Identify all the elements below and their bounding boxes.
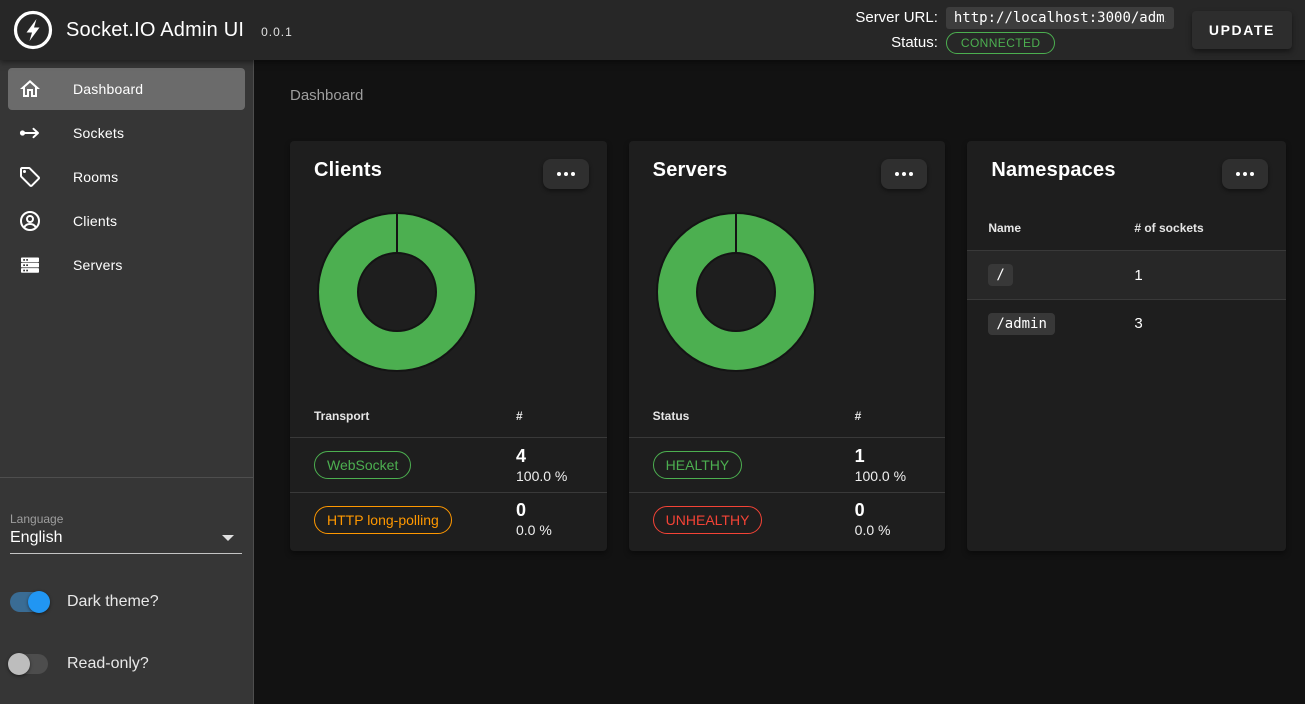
servers-card: Servers [628,141,946,551]
column-header: # [516,408,523,423]
table-row: HEALTHY 1 100.0 % [629,438,946,492]
clients-transport-table: Transport # WebSocket 4 100.0 % HTTP lon… [290,394,607,551]
update-button[interactable]: UPDATE [1191,11,1292,49]
column-header: Status [652,408,690,423]
status-label: Status: [891,34,938,51]
app-body: Dashboard Sockets [0,60,1305,704]
socket-arrow-icon [18,121,42,145]
read-only-label: Read-only? [67,655,149,672]
percent-value: 0.0 % [854,522,891,538]
namespaces-table: Name # of sockets / 1 /admin 3 [967,206,1286,347]
app-title: Socket.IO Admin UI [66,18,245,41]
sockets-count: 3 [1134,315,1143,332]
servers-status-table: Status # HEALTHY 1 100.0 % UNHEALTHY [628,394,946,551]
clients-card-menu-button[interactable] [542,159,589,189]
connection-info: Server URL: Status: CONNECTED [855,6,1174,54]
namespace-chip: / [988,264,1013,286]
count-value: 1 [854,445,865,466]
dark-theme-row: Dark theme? [10,581,242,623]
sidebar: Dashboard Sockets [0,60,254,704]
language-label: Language [10,512,64,526]
sidebar-item-sockets[interactable]: Sockets [8,112,245,154]
percent-value: 0.0 % [516,522,552,538]
namespaces-card-menu-button[interactable] [1222,159,1268,189]
server-url-input[interactable] [945,6,1174,29]
dark-theme-toggle[interactable] [10,591,50,613]
sidebar-item-label: Sockets [73,125,125,141]
sidebar-item-rooms[interactable]: Rooms [8,156,245,198]
sidebar-item-label: Servers [73,257,123,273]
transport-badge: HTTP long-polling [314,505,452,534]
table-row: UNHEALTHY 0 0.0 % [628,492,946,546]
ellipsis-icon [1236,172,1254,176]
transport-badge: WebSocket [314,451,412,479]
sidebar-item-dashboard[interactable]: Dashboard [8,68,245,110]
namespaces-card-title: Namespaces [991,159,1116,181]
sidebar-item-label: Clients [73,213,118,229]
sockets-count: 1 [1134,266,1143,284]
ellipsis-icon [556,172,575,176]
sidebar-item-servers[interactable]: Servers [8,244,245,286]
column-header: # of sockets [1134,221,1204,235]
percent-value: 100.0 % [854,467,907,484]
language-value: English [10,529,63,546]
count-value: 0 [854,500,865,520]
servers-card-title: Servers [652,159,728,181]
table-row[interactable]: / 1 [967,251,1286,299]
sidebar-item-clients[interactable]: Clients [8,200,245,242]
column-header: Transport [314,408,370,423]
dashboard-cards: Clients [290,141,1286,551]
socketio-bolt-icon [13,10,53,50]
namespace-chip: /admin [988,312,1055,335]
status-badge: UNHEALTHY [652,505,763,534]
chevron-down-icon [222,535,234,541]
read-only-toggle[interactable] [8,653,48,675]
clients-card-title: Clients [314,159,383,181]
servers-donut-chart [655,212,816,372]
table-row: WebSocket 4 100.0 % [290,438,607,492]
status-badge: HEALTHY [652,451,743,479]
home-icon [18,77,42,101]
person-circle-icon [18,209,42,233]
count-value: 0 [516,500,527,520]
header-connection-area: Server URL: Status: CONNECTED UPDATE [855,6,1292,54]
percent-value: 100.0 % [516,467,568,484]
servers-card-menu-button[interactable] [881,159,928,189]
main-content: Dashboard Clients [254,60,1305,704]
count-value: 4 [516,445,527,466]
app-version: 0.0.1 [261,24,293,39]
breadcrumb: Dashboard [290,87,364,104]
sidebar-item-label: Dashboard [73,81,144,97]
read-only-row: Read-only? [8,643,242,685]
server-url-label: Server URL: [855,9,938,26]
sidebar-item-label: Rooms [73,169,119,185]
clients-donut-chart [317,212,477,372]
namespaces-card: Namespaces Name # of sockets / 1 [967,141,1286,551]
server-stack-icon [18,253,42,277]
app-header: Socket.IO Admin UI 0.0.1 Server URL: Sta… [0,0,1305,60]
language-select[interactable]: English [10,526,242,554]
column-header: Name [988,221,1022,235]
clients-card: Clients [290,141,607,551]
status-badge: CONNECTED [945,31,1056,54]
ellipsis-icon [895,172,914,176]
column-header: # [854,408,862,423]
table-row: HTTP long-polling 0 0.0 % [290,492,607,546]
tag-icon [18,165,42,189]
sidebar-settings: Language English Dark theme? Read-only? [0,477,253,704]
table-row[interactable]: /admin 3 [967,299,1286,347]
dark-theme-label: Dark theme? [67,593,159,610]
sidebar-nav: Dashboard Sockets [0,60,253,288]
